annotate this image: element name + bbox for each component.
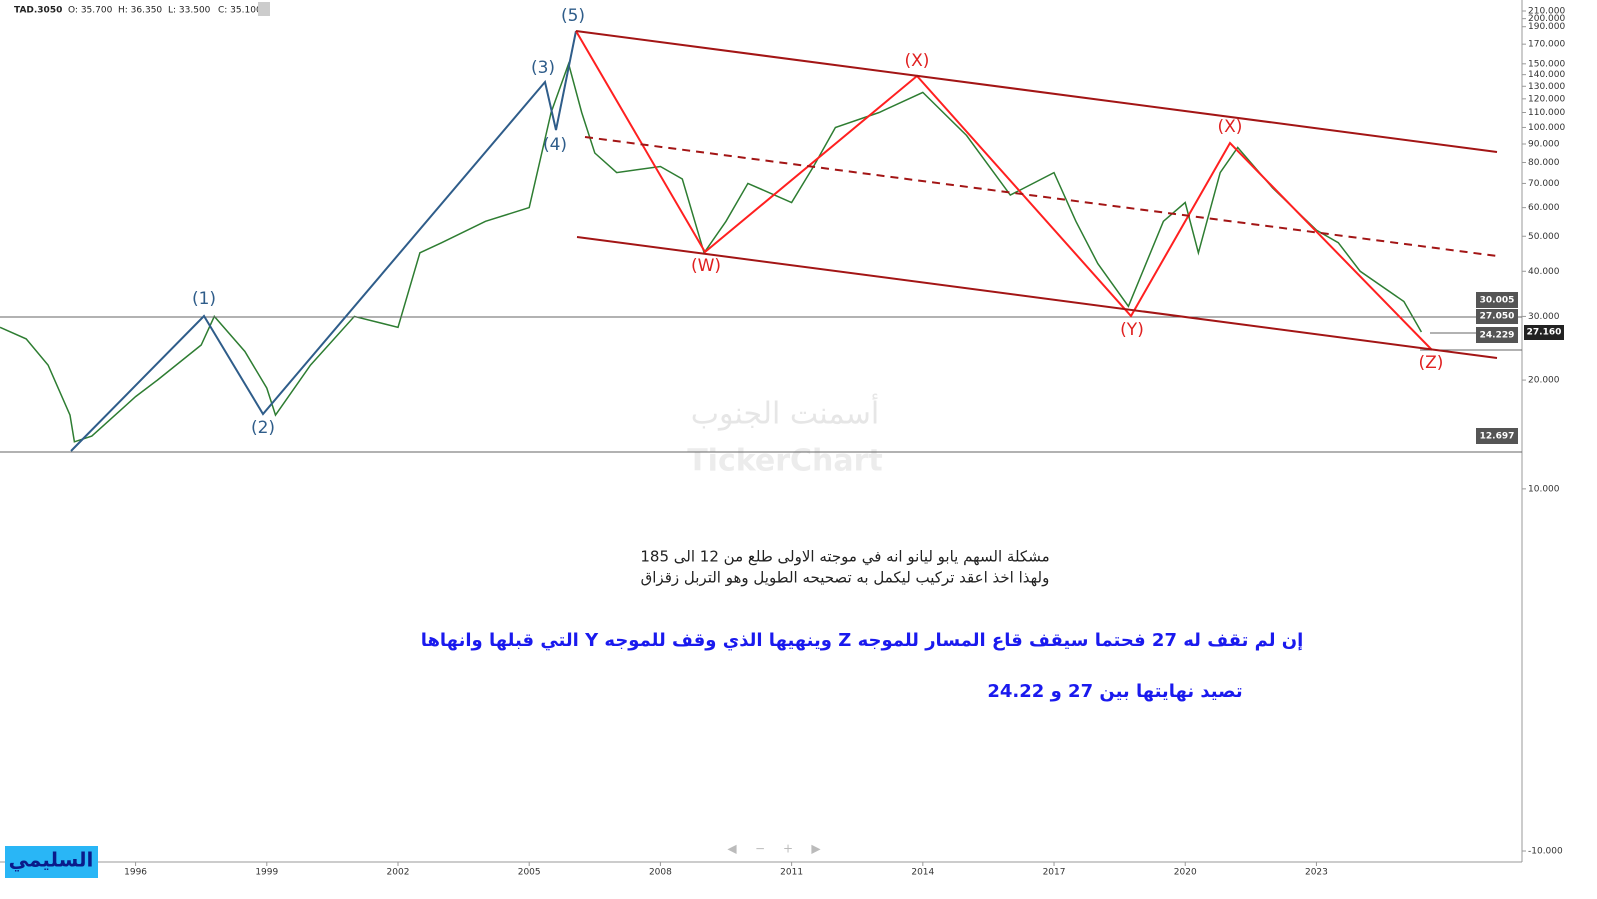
x-tick-label: 2017 [1043, 868, 1066, 878]
y-tick-label: 110.000 [1528, 108, 1565, 118]
y-tick-label: 140.000 [1528, 70, 1565, 80]
wave-label: (1) [192, 289, 216, 309]
x-tick-label: 2005 [518, 868, 541, 878]
y-tick-label: 50.000 [1528, 232, 1560, 242]
x-tick-label: 2020 [1174, 868, 1197, 878]
x-tick-label: 2011 [780, 868, 803, 878]
note: مشكلة السهم يابو ليانو انه في موجته الاو… [640, 548, 1049, 567]
header-button[interactable] [258, 2, 270, 16]
channel-lower [576, 236, 1498, 359]
y-tick-label: 150.000 [1528, 59, 1565, 69]
y-tick-label: 10.000 [1528, 484, 1560, 494]
price-box [1476, 292, 1518, 308]
ohlc: L: 33.500 [168, 6, 211, 16]
correction-wave [575, 30, 1433, 351]
wave-label: (W) [691, 256, 721, 276]
toolbar-button[interactable]: ▶ [811, 842, 821, 856]
price-label: 30.005 [1480, 296, 1515, 306]
y-tick-label: 60.000 [1528, 203, 1560, 213]
wave-label: (X) [1218, 117, 1243, 137]
y-tick-label: 70.000 [1528, 179, 1560, 189]
price-label: 24.229 [1480, 331, 1515, 341]
y-tick-label: 20.000 [1528, 376, 1560, 386]
logo-box [5, 846, 98, 878]
x-tick-label: 1999 [255, 868, 278, 878]
logo: السليمي [9, 848, 94, 873]
wave-label: (X) [905, 51, 930, 71]
toolbar: ◀ − + ▶ [727, 842, 821, 856]
wave-label: (5) [561, 6, 585, 26]
watermark: أسمنت الجنوب [691, 393, 880, 432]
y-tick-label: 90.000 [1528, 139, 1560, 149]
y-tick-label: 130.000 [1528, 82, 1565, 92]
y-tick-label: 30.000 [1528, 312, 1560, 322]
ohlc: O: 35.700 [68, 6, 113, 16]
price-label: 27.050 [1480, 312, 1515, 322]
y-tick-label: 210.000 [1528, 7, 1565, 17]
wave-label: (2) [251, 418, 275, 438]
wave-label: (Y) [1120, 320, 1144, 340]
y-tick-label: 40.000 [1528, 267, 1560, 277]
price-labels: 30.005 27.050 24.229 27.160 12.697 [1476, 292, 1564, 444]
y-tick-label: 200.000 [1528, 14, 1565, 24]
price-box [1524, 325, 1564, 340]
price-box [1476, 309, 1518, 324]
drawings [0, 30, 1522, 453]
y-tick-label: -10.000 [1528, 847, 1563, 857]
x-tick-label: 2008 [649, 868, 672, 878]
impulse-wave [70, 30, 577, 452]
watermark: TickerChart [687, 444, 883, 479]
toolbar-button[interactable]: − [755, 842, 765, 856]
x-tick-label: 2014 [911, 868, 934, 878]
note: ولهذا اخذ اعقد تركيب ليكمل به تصحيحه الط… [641, 569, 1050, 587]
symbol: TAD.3050 [14, 6, 62, 16]
y-tick-label: 190.000 [1528, 22, 1565, 32]
price-box [1476, 327, 1518, 343]
price-label: 12.697 [1480, 432, 1515, 442]
toolbar-button[interactable]: + [783, 842, 793, 856]
x-tick-label: 2002 [387, 868, 410, 878]
x-tick-label: 1996 [124, 868, 147, 878]
highlight: إن لم تقف له 27 فحتما سيقف قاع المسار لل… [421, 630, 1304, 651]
y-tick-label: 170.000 [1528, 40, 1565, 50]
channel-upper [575, 30, 1498, 153]
y-tick-label: 100.000 [1528, 123, 1565, 133]
highlight: تصيد نهايتها بين 27 و 24.22 [987, 681, 1242, 702]
x-tick-label: 2023 [1305, 868, 1328, 878]
wave-label: (3) [531, 58, 555, 78]
y-tick-label: 120.000 [1528, 94, 1565, 104]
ohlc: H: 36.350 [118, 6, 162, 16]
price-line [0, 61, 1423, 443]
ohlc: C: 35.100 [218, 6, 262, 16]
y-tick-label: 80.000 [1528, 158, 1560, 168]
toolbar-button[interactable]: ◀ [727, 842, 737, 856]
price-box [1476, 428, 1518, 444]
wave-label: (Z) [1419, 353, 1444, 373]
wave-label: (4) [543, 135, 567, 155]
price-label: 27.160 [1527, 328, 1562, 338]
